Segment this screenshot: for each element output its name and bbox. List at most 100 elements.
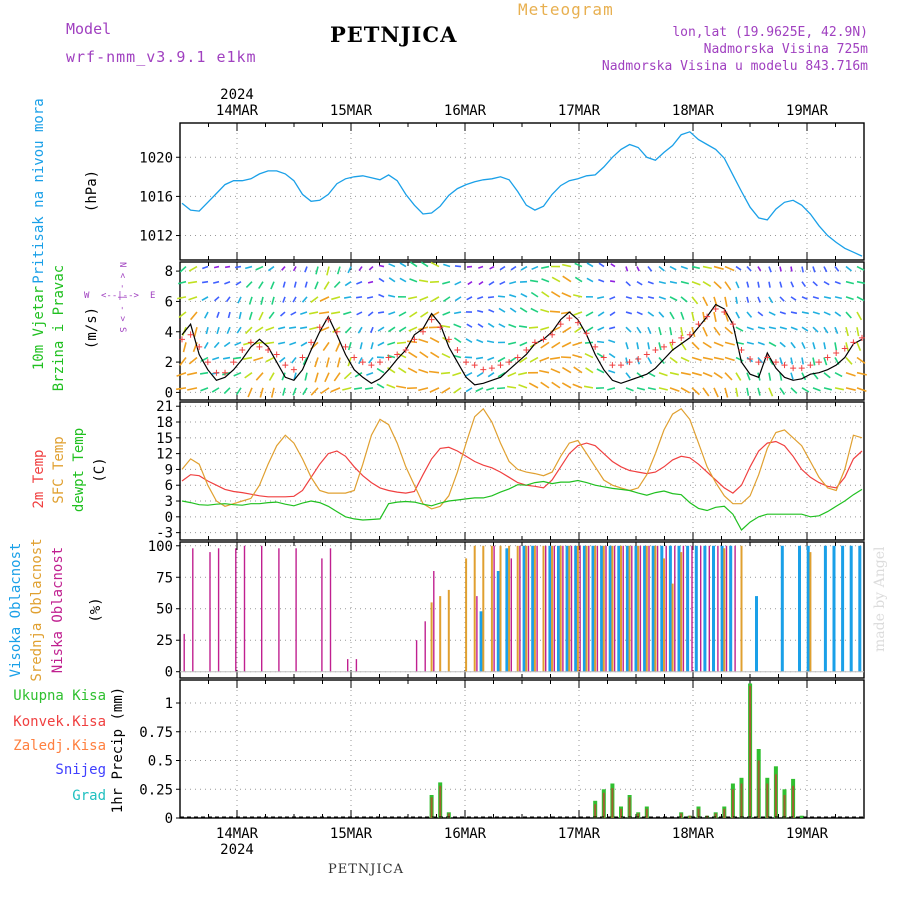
wind-arrow [430, 261, 440, 268]
station-name: PETNJICA [330, 22, 458, 47]
wind-arrow [540, 308, 550, 313]
wind-arrow [823, 281, 830, 286]
wind-arrow [189, 311, 198, 321]
wind-arrow [658, 387, 668, 391]
wind-arrow [801, 387, 810, 393]
wind-arrow [790, 281, 795, 288]
wind-arrow [377, 311, 385, 314]
wind-arrow [561, 382, 572, 389]
y-tick-label-precip: 0 [165, 811, 173, 827]
wind-arrow [746, 311, 753, 318]
cloud-bar [533, 545, 536, 672]
wind-arrow [834, 371, 843, 378]
cloud-bar [545, 545, 547, 672]
cloud-bar [611, 545, 614, 672]
wind-arrow [562, 263, 572, 268]
y-tick-label-temperature: 18 [156, 415, 173, 431]
wind-arrow [487, 356, 495, 361]
wind-arrow [309, 326, 319, 331]
wind-arrow [182, 342, 187, 353]
wind-arrow [551, 276, 561, 283]
cloud-bar [691, 545, 693, 672]
precip-conv-bar [697, 808, 700, 818]
y-tick-label-precip: 0.5 [148, 754, 173, 770]
panel-temperature [176, 401, 865, 541]
panel-frame [179, 679, 865, 819]
wind-arrow [625, 326, 632, 333]
wind-arrow [487, 296, 495, 299]
wind-arrow [551, 381, 561, 389]
wind-arrow [746, 341, 754, 345]
compass-east: E [150, 291, 155, 301]
wind-arrow [669, 356, 678, 364]
wind-arrow [267, 265, 275, 272]
wind-arrow [812, 326, 819, 333]
wind-arrow [466, 265, 473, 268]
cloud-bar [663, 558, 665, 672]
wind-arrow [409, 261, 418, 268]
y-tick-label-wind: 8 [165, 264, 173, 280]
wind-arrow [506, 385, 517, 389]
wind-arrow [378, 293, 385, 298]
wind-arrow [680, 327, 684, 337]
wind-arrow [441, 324, 451, 328]
precip-conv-bar [628, 797, 631, 818]
wind-arrow [509, 294, 517, 298]
temp-line-2 [181, 479, 863, 531]
cloud-bar [665, 545, 667, 672]
wind-arrow [834, 387, 844, 391]
cloud-bar [243, 545, 246, 672]
pressure-label: Pritisak na nivou mora [31, 98, 47, 283]
wind-gust-marker [661, 343, 668, 350]
cloud-bar [295, 548, 297, 672]
cloud-bar [217, 548, 220, 672]
wind-arrow [541, 265, 550, 269]
wind-arrow [509, 280, 517, 285]
precip-conv-bar [766, 783, 769, 818]
wind-arrow [713, 265, 724, 270]
cloud-bar [585, 545, 588, 672]
wind-arrow [420, 261, 429, 268]
precip-legend-1: Konvek.Kisa [13, 714, 106, 730]
cloud-bar [717, 545, 719, 672]
wind-arrow [647, 296, 655, 299]
wind-arrow [314, 281, 319, 290]
wind-arrow [442, 311, 451, 316]
wind-arrow [625, 266, 629, 272]
cloud-bar [625, 545, 629, 672]
wind-gust-marker [600, 354, 607, 361]
wind-arrow [541, 291, 550, 298]
wind-arrow [539, 356, 550, 362]
wind-arrow [757, 326, 765, 330]
wind-arrow [441, 352, 451, 359]
wind-arrow [691, 280, 701, 286]
wind-gust-marker [712, 306, 719, 313]
wind-gust-marker [574, 319, 581, 326]
wind-arrow [258, 311, 264, 321]
wind-arrow [343, 372, 352, 380]
wind-gust-marker [316, 324, 323, 331]
precip-total-bar [799, 815, 804, 818]
wind-arrow [242, 356, 253, 360]
cloud-bar [557, 545, 560, 672]
wind-arrow [757, 266, 762, 272]
y-tick-label-wind: 6 [165, 294, 173, 310]
wind-arrow [343, 311, 352, 316]
wind-arrow [178, 280, 187, 285]
wind-arrow [343, 296, 352, 299]
footer-station: PETNJICA [328, 862, 404, 877]
wind-arrow [314, 357, 319, 368]
wind-arrow [574, 262, 583, 268]
cloud-bar [183, 633, 185, 672]
wind-arrow [768, 281, 771, 288]
day-label-top: 16MAR [444, 103, 487, 119]
cloud-bar [574, 545, 578, 672]
wind-arrow [779, 266, 782, 272]
wind-arrow [574, 276, 583, 283]
wind-arrow [419, 351, 429, 359]
wind-arrow [255, 265, 264, 271]
wind-gust-marker [617, 362, 624, 369]
cloud-bar [643, 545, 647, 672]
cloud-bar [499, 545, 502, 672]
